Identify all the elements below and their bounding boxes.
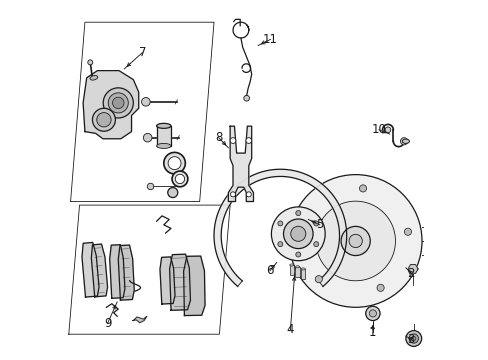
Polygon shape xyxy=(91,244,107,297)
Text: 8: 8 xyxy=(215,131,222,144)
Text: 10: 10 xyxy=(371,123,386,136)
Polygon shape xyxy=(160,257,175,304)
Circle shape xyxy=(289,175,421,307)
Circle shape xyxy=(368,310,376,317)
Polygon shape xyxy=(407,265,412,269)
Circle shape xyxy=(163,152,185,174)
Circle shape xyxy=(244,95,249,101)
Circle shape xyxy=(143,134,152,142)
Polygon shape xyxy=(183,256,204,316)
Circle shape xyxy=(313,221,318,226)
Circle shape xyxy=(304,214,311,221)
Ellipse shape xyxy=(90,76,98,80)
Circle shape xyxy=(365,306,379,320)
Circle shape xyxy=(404,228,411,235)
Polygon shape xyxy=(83,71,139,139)
Circle shape xyxy=(230,138,235,143)
Circle shape xyxy=(400,138,407,145)
Circle shape xyxy=(103,88,133,118)
Circle shape xyxy=(88,60,93,65)
Circle shape xyxy=(295,211,300,216)
Circle shape xyxy=(405,330,421,346)
Circle shape xyxy=(290,226,305,241)
Polygon shape xyxy=(118,245,134,300)
Circle shape xyxy=(384,127,390,133)
Circle shape xyxy=(295,252,300,257)
Text: 5: 5 xyxy=(315,218,323,231)
Circle shape xyxy=(112,97,124,109)
Circle shape xyxy=(167,188,178,198)
Circle shape xyxy=(277,242,282,247)
Circle shape xyxy=(246,192,251,197)
Circle shape xyxy=(313,242,318,247)
Polygon shape xyxy=(214,169,346,287)
Circle shape xyxy=(97,113,111,127)
Circle shape xyxy=(92,108,115,131)
Circle shape xyxy=(271,207,325,261)
Polygon shape xyxy=(82,242,99,297)
Bar xyxy=(301,269,305,279)
Circle shape xyxy=(147,183,153,190)
Ellipse shape xyxy=(402,139,408,143)
Circle shape xyxy=(168,157,181,170)
Bar xyxy=(295,267,299,277)
Polygon shape xyxy=(410,269,415,273)
Text: 1: 1 xyxy=(368,326,376,339)
Circle shape xyxy=(108,93,128,113)
Text: 2: 2 xyxy=(407,267,414,280)
Circle shape xyxy=(340,226,369,256)
Text: 11: 11 xyxy=(262,33,277,46)
Polygon shape xyxy=(132,316,147,323)
Ellipse shape xyxy=(301,268,305,270)
Text: 9: 9 xyxy=(103,317,111,330)
Circle shape xyxy=(172,171,187,187)
Circle shape xyxy=(245,138,251,143)
Polygon shape xyxy=(156,126,171,146)
Polygon shape xyxy=(228,126,253,202)
Circle shape xyxy=(359,185,366,192)
Text: 6: 6 xyxy=(266,264,273,277)
Polygon shape xyxy=(169,254,190,310)
Circle shape xyxy=(411,336,415,341)
Circle shape xyxy=(315,275,322,283)
Circle shape xyxy=(175,174,184,184)
Circle shape xyxy=(315,201,395,281)
Ellipse shape xyxy=(295,266,299,268)
Ellipse shape xyxy=(156,123,171,129)
Circle shape xyxy=(277,221,282,226)
Polygon shape xyxy=(410,265,415,269)
Polygon shape xyxy=(412,265,417,269)
Polygon shape xyxy=(412,269,417,273)
Ellipse shape xyxy=(156,143,171,148)
Text: 3: 3 xyxy=(407,333,414,346)
Polygon shape xyxy=(407,269,412,273)
Circle shape xyxy=(230,192,235,197)
Circle shape xyxy=(408,334,418,343)
Text: 7: 7 xyxy=(138,46,146,59)
Circle shape xyxy=(142,98,150,106)
Circle shape xyxy=(348,234,362,248)
Polygon shape xyxy=(109,245,124,298)
Ellipse shape xyxy=(289,264,293,266)
Text: 4: 4 xyxy=(286,323,294,336)
Circle shape xyxy=(283,219,312,249)
Bar xyxy=(289,265,293,275)
Circle shape xyxy=(376,284,384,291)
